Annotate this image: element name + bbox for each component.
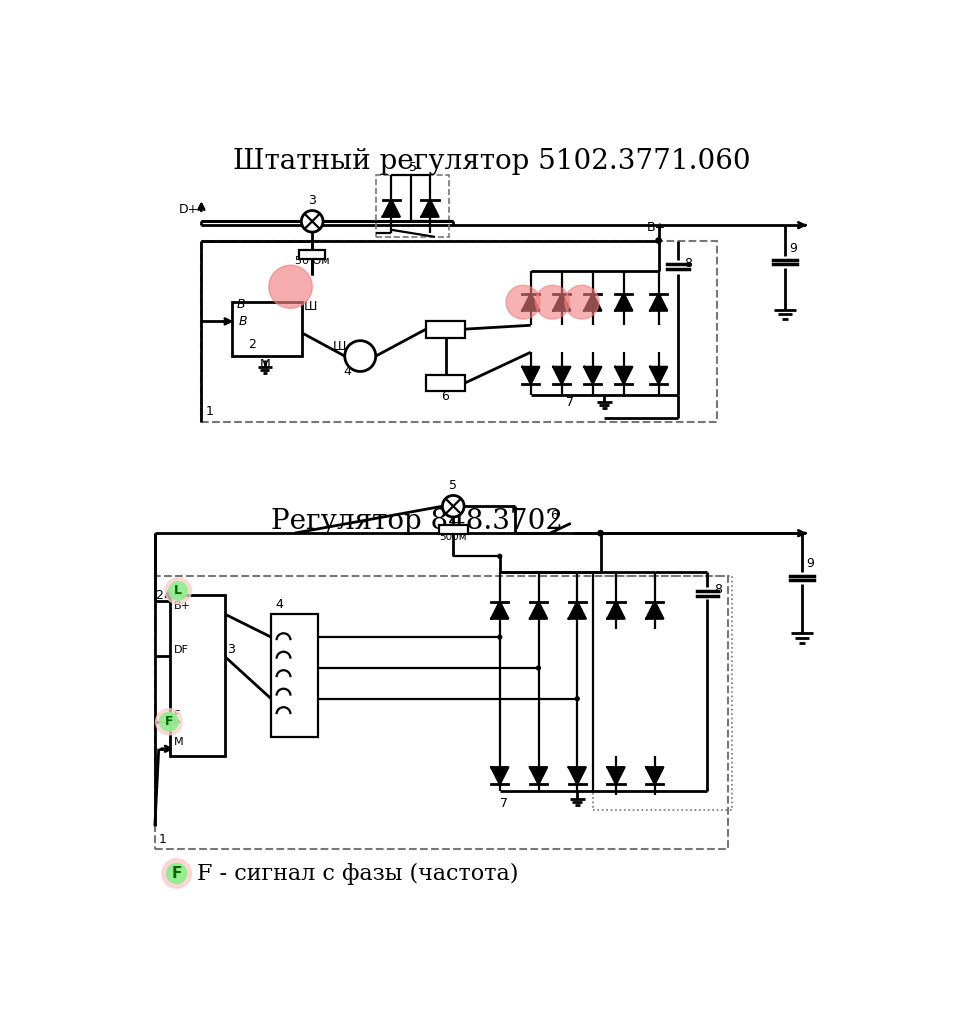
Polygon shape xyxy=(650,367,667,384)
Bar xyxy=(271,614,318,738)
Text: 3: 3 xyxy=(227,642,235,656)
Text: 1: 1 xyxy=(158,833,167,846)
Circle shape xyxy=(301,211,324,232)
Text: M: M xyxy=(175,737,184,747)
Circle shape xyxy=(345,341,375,371)
Circle shape xyxy=(575,697,579,701)
Circle shape xyxy=(498,554,502,559)
Text: 500м: 500м xyxy=(440,532,467,542)
Text: F - сигнал с фазы (частота): F - сигнал с фазы (частота) xyxy=(197,862,518,885)
Circle shape xyxy=(159,713,179,731)
Polygon shape xyxy=(522,367,540,384)
Circle shape xyxy=(598,531,603,536)
Bar xyxy=(202,240,717,421)
Circle shape xyxy=(506,285,540,319)
Text: 3: 3 xyxy=(308,194,316,208)
Text: B+: B+ xyxy=(175,601,191,611)
Text: 5: 5 xyxy=(409,162,417,174)
Text: 6: 6 xyxy=(550,509,558,523)
Text: 2: 2 xyxy=(155,588,163,602)
Text: 9: 9 xyxy=(805,558,814,570)
Text: L: L xyxy=(174,584,182,597)
Circle shape xyxy=(443,495,464,517)
Text: Регулятор 848.3702: Регулятор 848.3702 xyxy=(271,507,564,535)
Polygon shape xyxy=(530,602,547,619)
Polygon shape xyxy=(492,767,508,785)
Circle shape xyxy=(162,859,191,888)
Circle shape xyxy=(537,666,540,670)
Text: B: B xyxy=(236,299,245,311)
Text: 5: 5 xyxy=(449,480,457,492)
Polygon shape xyxy=(646,767,663,785)
Text: Ш: Ш xyxy=(303,300,317,313)
Text: F: F xyxy=(164,715,173,728)
Polygon shape xyxy=(492,602,508,619)
Circle shape xyxy=(165,578,191,604)
Polygon shape xyxy=(646,602,663,619)
Polygon shape xyxy=(553,367,570,384)
Text: 2: 2 xyxy=(248,339,255,351)
Text: B: B xyxy=(239,315,248,328)
Bar xyxy=(426,374,465,392)
Polygon shape xyxy=(615,367,633,384)
Text: Ш: Ш xyxy=(333,340,347,353)
Polygon shape xyxy=(650,294,667,311)
Text: F: F xyxy=(172,866,181,881)
Circle shape xyxy=(156,709,182,735)
Text: 4: 4 xyxy=(344,365,351,379)
Circle shape xyxy=(536,285,569,319)
Text: 8: 8 xyxy=(713,583,722,596)
Text: 7: 7 xyxy=(565,396,574,409)
Text: B+: B+ xyxy=(647,221,666,234)
Bar xyxy=(439,525,468,534)
Circle shape xyxy=(166,863,186,884)
Circle shape xyxy=(564,285,599,319)
Polygon shape xyxy=(585,367,601,384)
Polygon shape xyxy=(608,767,625,785)
Circle shape xyxy=(269,265,312,308)
Circle shape xyxy=(656,238,661,243)
Bar xyxy=(299,250,325,259)
Text: DF: DF xyxy=(175,644,189,655)
Bar xyxy=(232,302,302,356)
Text: 7: 7 xyxy=(500,797,508,809)
Polygon shape xyxy=(568,602,586,619)
Text: 8: 8 xyxy=(684,257,692,270)
Polygon shape xyxy=(421,199,439,217)
Bar xyxy=(426,320,465,338)
Circle shape xyxy=(169,582,187,601)
Text: 6: 6 xyxy=(442,390,449,403)
Text: M: M xyxy=(259,358,271,370)
Circle shape xyxy=(498,635,502,639)
Text: F: F xyxy=(175,710,180,720)
Bar xyxy=(155,576,729,849)
Text: 50 Ом: 50 Ом xyxy=(295,256,329,266)
Polygon shape xyxy=(530,767,547,785)
Bar xyxy=(375,175,449,236)
Text: 1: 1 xyxy=(205,405,213,418)
Text: Штатный регулятор 5102.3771.060: Штатный регулятор 5102.3771.060 xyxy=(233,148,751,175)
Polygon shape xyxy=(568,767,586,785)
Polygon shape xyxy=(522,294,540,311)
Polygon shape xyxy=(615,294,633,311)
Polygon shape xyxy=(585,294,601,311)
Polygon shape xyxy=(608,602,625,619)
Bar xyxy=(170,594,225,756)
Text: 4: 4 xyxy=(275,597,283,611)
Bar xyxy=(592,576,732,810)
Text: D+: D+ xyxy=(179,204,199,216)
Text: 9: 9 xyxy=(789,242,797,255)
Polygon shape xyxy=(553,294,570,311)
Polygon shape xyxy=(383,199,399,217)
